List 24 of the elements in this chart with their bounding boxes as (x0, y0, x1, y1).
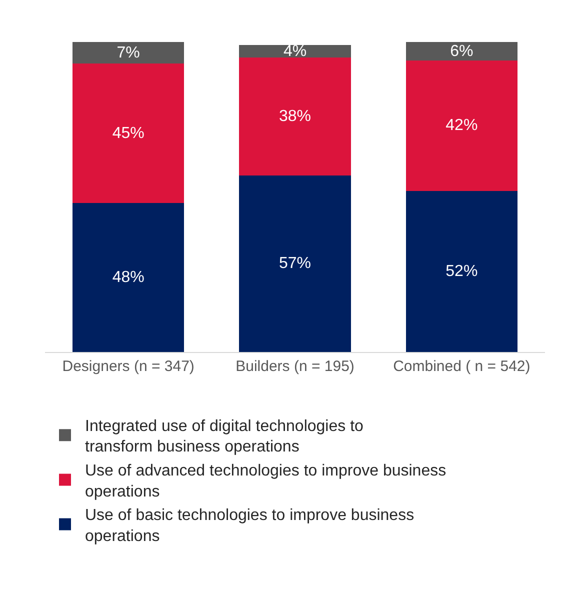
bar (239, 58, 351, 176)
bar (406, 42, 518, 61)
bar (406, 60, 518, 191)
bar (72, 64, 184, 204)
data-label: 52% (446, 262, 478, 280)
x-tick-label: Combined ( n = 542) (393, 358, 530, 375)
data-label: 57% (278, 255, 312, 272)
data-label: 48% (112, 269, 144, 286)
bar (72, 42, 184, 64)
x-tick-label: Builders (n = 195) (236, 358, 354, 375)
bar (72, 203, 184, 352)
data-label: 45% (112, 124, 144, 142)
data-label: 7% (116, 44, 140, 62)
data-label: 4% (283, 42, 307, 60)
bar (406, 190, 518, 352)
data-label: 6% (450, 42, 474, 60)
legend-label: Use of advanced technologies to improve business operations (85, 462, 446, 500)
data-label: 38% (278, 108, 312, 125)
bar (239, 45, 351, 58)
legend-label: Integrated use of digital technologies to transform business operations (85, 418, 364, 456)
bar (239, 175, 351, 352)
data-label: 42% (446, 117, 478, 134)
legend-label: Use of basic technologies to improve business operations (85, 507, 414, 545)
x-tick-label: Designers (n = 347) (62, 358, 194, 375)
